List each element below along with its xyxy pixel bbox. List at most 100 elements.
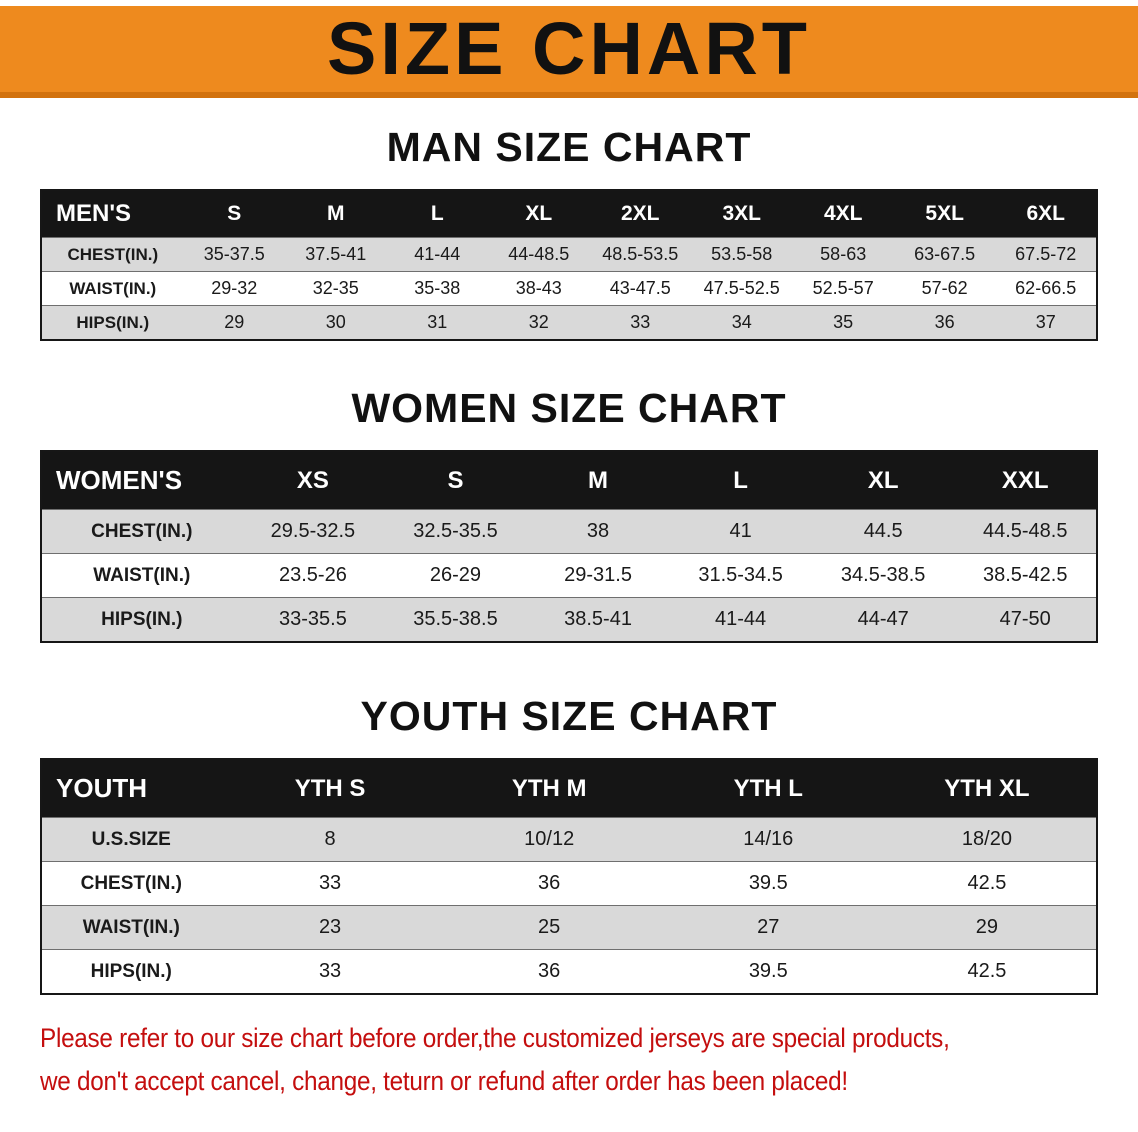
- women-size-table: WOMEN'S XS S M L XL XXL CHEST(IN.) 29.5-32.5 32.5…: [40, 450, 1098, 643]
- table-header-row: YOUTH YTH S YTH M YTH L YTH XL: [41, 759, 1097, 818]
- data-cell: 33-35.5: [241, 597, 385, 642]
- data-cell: 29: [183, 305, 286, 340]
- data-cell: 32-35: [285, 271, 387, 306]
- footer-notice: Please refer to our size chart before or…: [40, 1023, 1138, 1097]
- table-row: U.S.SIZE 8 10/12 14/16 18/20: [41, 817, 1097, 862]
- data-cell: 35: [792, 305, 894, 340]
- data-cell: 33: [220, 949, 440, 994]
- data-cell: 44-47: [811, 597, 955, 642]
- size-column-header: XXL: [954, 451, 1097, 510]
- data-cell: 58-63: [792, 237, 894, 272]
- page-title: SIZE CHART: [327, 7, 811, 90]
- data-cell: 26-29: [384, 553, 527, 598]
- data-cell: 23: [220, 905, 440, 950]
- data-cell: 36: [893, 305, 996, 340]
- table-corner-label: MEN'S: [41, 190, 184, 238]
- size-column-header: YTH M: [439, 759, 659, 818]
- size-column-header: 5XL: [893, 190, 996, 238]
- data-cell: 39.5: [658, 861, 878, 906]
- data-cell: 44-48.5: [488, 237, 590, 272]
- data-cell: 35-38: [386, 271, 488, 306]
- row-label: HIPS(IN.): [41, 597, 242, 642]
- youth-chart-heading: YOUTH SIZE CHART: [360, 693, 778, 739]
- data-cell: 25: [439, 905, 659, 950]
- data-cell: 39.5: [658, 949, 878, 994]
- size-column-header: L: [386, 190, 488, 238]
- data-cell: 62-66.5: [995, 271, 1097, 306]
- notice-line-1: Please refer to our size chart before or…: [40, 1023, 950, 1053]
- data-cell: 42.5: [877, 861, 1097, 906]
- size-column-header: XL: [811, 451, 955, 510]
- data-cell: 32.5-35.5: [384, 509, 527, 554]
- data-cell: 52.5-57: [792, 271, 894, 306]
- size-column-header: S: [183, 190, 286, 238]
- size-column-header: XS: [241, 451, 385, 510]
- data-cell: 31: [386, 305, 488, 340]
- data-cell: 42.5: [877, 949, 1097, 994]
- data-cell: 37.5-41: [285, 237, 387, 272]
- size-column-header: XL: [488, 190, 590, 238]
- data-cell: 36: [439, 861, 659, 906]
- data-cell: 38-43: [488, 271, 590, 306]
- table-header-row: WOMEN'S XS S M L XL XXL: [41, 451, 1097, 510]
- data-cell: 27: [658, 905, 878, 950]
- row-label: HIPS(IN.): [41, 949, 221, 994]
- data-cell: 8: [220, 817, 440, 862]
- data-cell: 57-62: [893, 271, 996, 306]
- data-cell: 35-37.5: [183, 237, 286, 272]
- table-row: HIPS(IN.) 29 30 31 32 33 34 35 36 37: [41, 305, 1097, 340]
- data-cell: 37: [995, 305, 1097, 340]
- size-column-header: YTH S: [220, 759, 440, 818]
- table-row: CHEST(IN.) 35-37.5 37.5-41 41-44 44-48.5 48.5…: [41, 237, 1097, 272]
- size-chart-page: SIZE CHART MAN SIZE CHART MEN'S S M L XL 2XL 3…: [0, 6, 1138, 1097]
- data-cell: 29-31.5: [526, 553, 670, 598]
- data-cell: 14/16: [658, 817, 878, 862]
- banner: SIZE CHART: [0, 6, 1138, 98]
- size-column-header: S: [384, 451, 527, 510]
- data-cell: 29.5-32.5: [241, 509, 385, 554]
- data-cell: 38.5-41: [526, 597, 670, 642]
- table-row: WAIST(IN.) 29-32 32-35 35-38 38-43 43-47.5 47.…: [41, 271, 1097, 306]
- table-row: WAIST(IN.) 23 25 27 29: [41, 905, 1097, 950]
- data-cell: 41-44: [386, 237, 488, 272]
- data-cell: 35.5-38.5: [384, 597, 527, 642]
- size-column-header: 3XL: [690, 190, 793, 238]
- row-label: WAIST(IN.): [41, 271, 184, 306]
- notice-line-2: we don't accept cancel, change, teturn o…: [40, 1066, 848, 1096]
- data-cell: 43-47.5: [589, 271, 691, 306]
- size-column-header: 2XL: [589, 190, 691, 238]
- data-cell: 41: [669, 509, 812, 554]
- data-cell: 38.5-42.5: [954, 553, 1097, 598]
- data-cell: 32: [488, 305, 590, 340]
- data-cell: 10/12: [439, 817, 659, 862]
- size-column-header: M: [285, 190, 387, 238]
- data-cell: 33: [220, 861, 440, 906]
- data-cell: 29-32: [183, 271, 286, 306]
- data-cell: 53.5-58: [690, 237, 793, 272]
- data-cell: 23.5-26: [241, 553, 385, 598]
- men-size-section: MAN SIZE CHART MEN'S S M L XL 2XL 3XL 4XL 5XL 6XL…: [0, 124, 1138, 341]
- data-cell: 34.5-38.5: [811, 553, 955, 598]
- table-row: CHEST(IN.) 29.5-32.5 32.5-35.5 38 41 44.5 44.5…: [41, 509, 1097, 554]
- table-row: HIPS(IN.) 33-35.5 35.5-38.5 38.5-41 41-44 44-…: [41, 597, 1097, 642]
- row-label: CHEST(IN.): [41, 509, 242, 554]
- data-cell: 18/20: [877, 817, 1097, 862]
- size-column-header: YTH XL: [877, 759, 1097, 818]
- data-cell: 34: [690, 305, 793, 340]
- row-label: HIPS(IN.): [41, 305, 184, 340]
- men-size-table: MEN'S S M L XL 2XL 3XL 4XL 5XL 6XL CHEST(IN.) 35-37…: [40, 189, 1098, 341]
- size-column-header: YTH L: [658, 759, 878, 818]
- size-column-header: 6XL: [995, 190, 1097, 238]
- table-corner-label: YOUTH: [41, 759, 221, 818]
- row-label: CHEST(IN.): [41, 861, 221, 906]
- data-cell: 36: [439, 949, 659, 994]
- table-row: WAIST(IN.) 23.5-26 26-29 29-31.5 31.5-34.5 34…: [41, 553, 1097, 598]
- data-cell: 33: [589, 305, 691, 340]
- size-column-header: L: [669, 451, 812, 510]
- data-cell: 41-44: [669, 597, 812, 642]
- data-cell: 29: [877, 905, 1097, 950]
- table-header-row: MEN'S S M L XL 2XL 3XL 4XL 5XL 6XL: [41, 190, 1097, 238]
- data-cell: 44.5: [811, 509, 955, 554]
- data-cell: 47.5-52.5: [690, 271, 793, 306]
- data-cell: 31.5-34.5: [669, 553, 812, 598]
